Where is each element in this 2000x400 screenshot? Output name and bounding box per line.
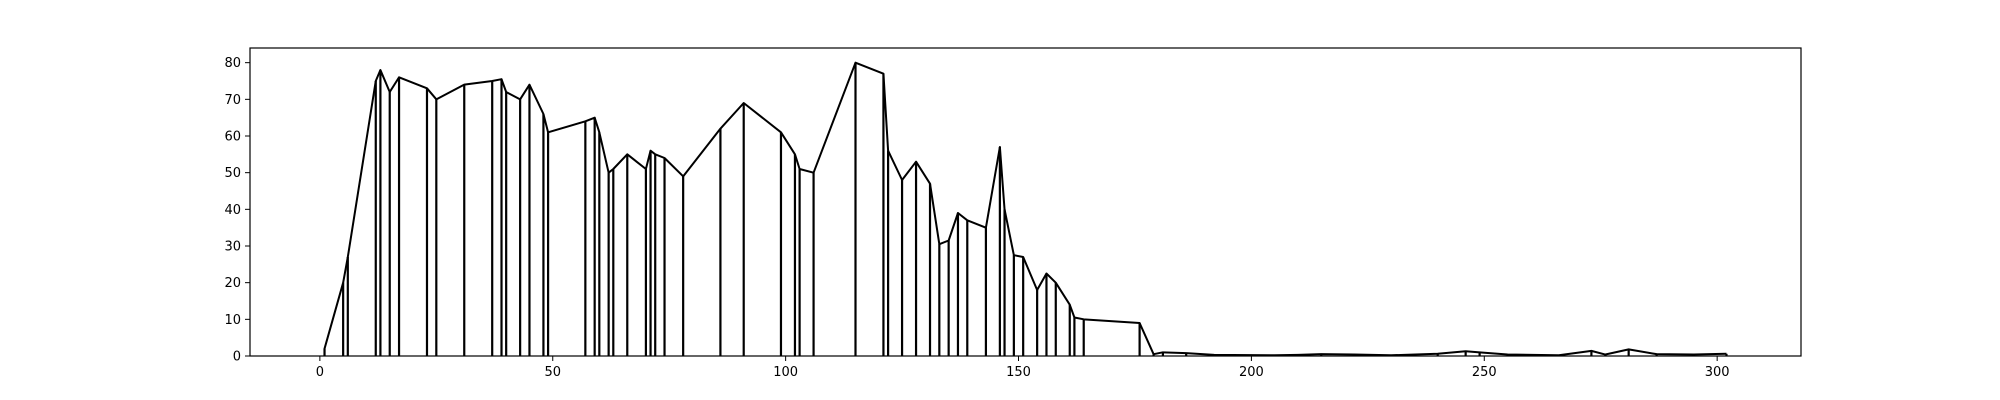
y-tick-label: 60 [224, 130, 241, 145]
plot-frame [249, 47, 1802, 357]
y-tick-label: 70 [224, 93, 241, 108]
x-tick-label: 250 [1472, 365, 1497, 380]
y-tick-label: 10 [224, 313, 241, 328]
chart-marks [323, 61, 1728, 357]
y-tick-label: 40 [224, 203, 241, 218]
x-tick-label: 300 [1705, 365, 1730, 380]
x-tick-label: 50 [544, 365, 561, 380]
y-tick-label: 0 [233, 350, 241, 365]
y-tick-label: 50 [224, 166, 241, 181]
y-tick-label: 80 [224, 56, 241, 71]
y-tick-label: 30 [224, 240, 241, 255]
x-tick-label: 0 [316, 365, 324, 380]
x-tick-label: 200 [1239, 365, 1264, 380]
series-line [323, 61, 1727, 357]
x-tick-label: 150 [1006, 365, 1031, 380]
x-tick-label: 100 [773, 365, 798, 380]
chart-axes: 0 50 100 150 200 250 300 0 10 20 30 40 50 60 70 80 [224, 47, 1802, 380]
y-tick-label: 20 [224, 276, 241, 291]
